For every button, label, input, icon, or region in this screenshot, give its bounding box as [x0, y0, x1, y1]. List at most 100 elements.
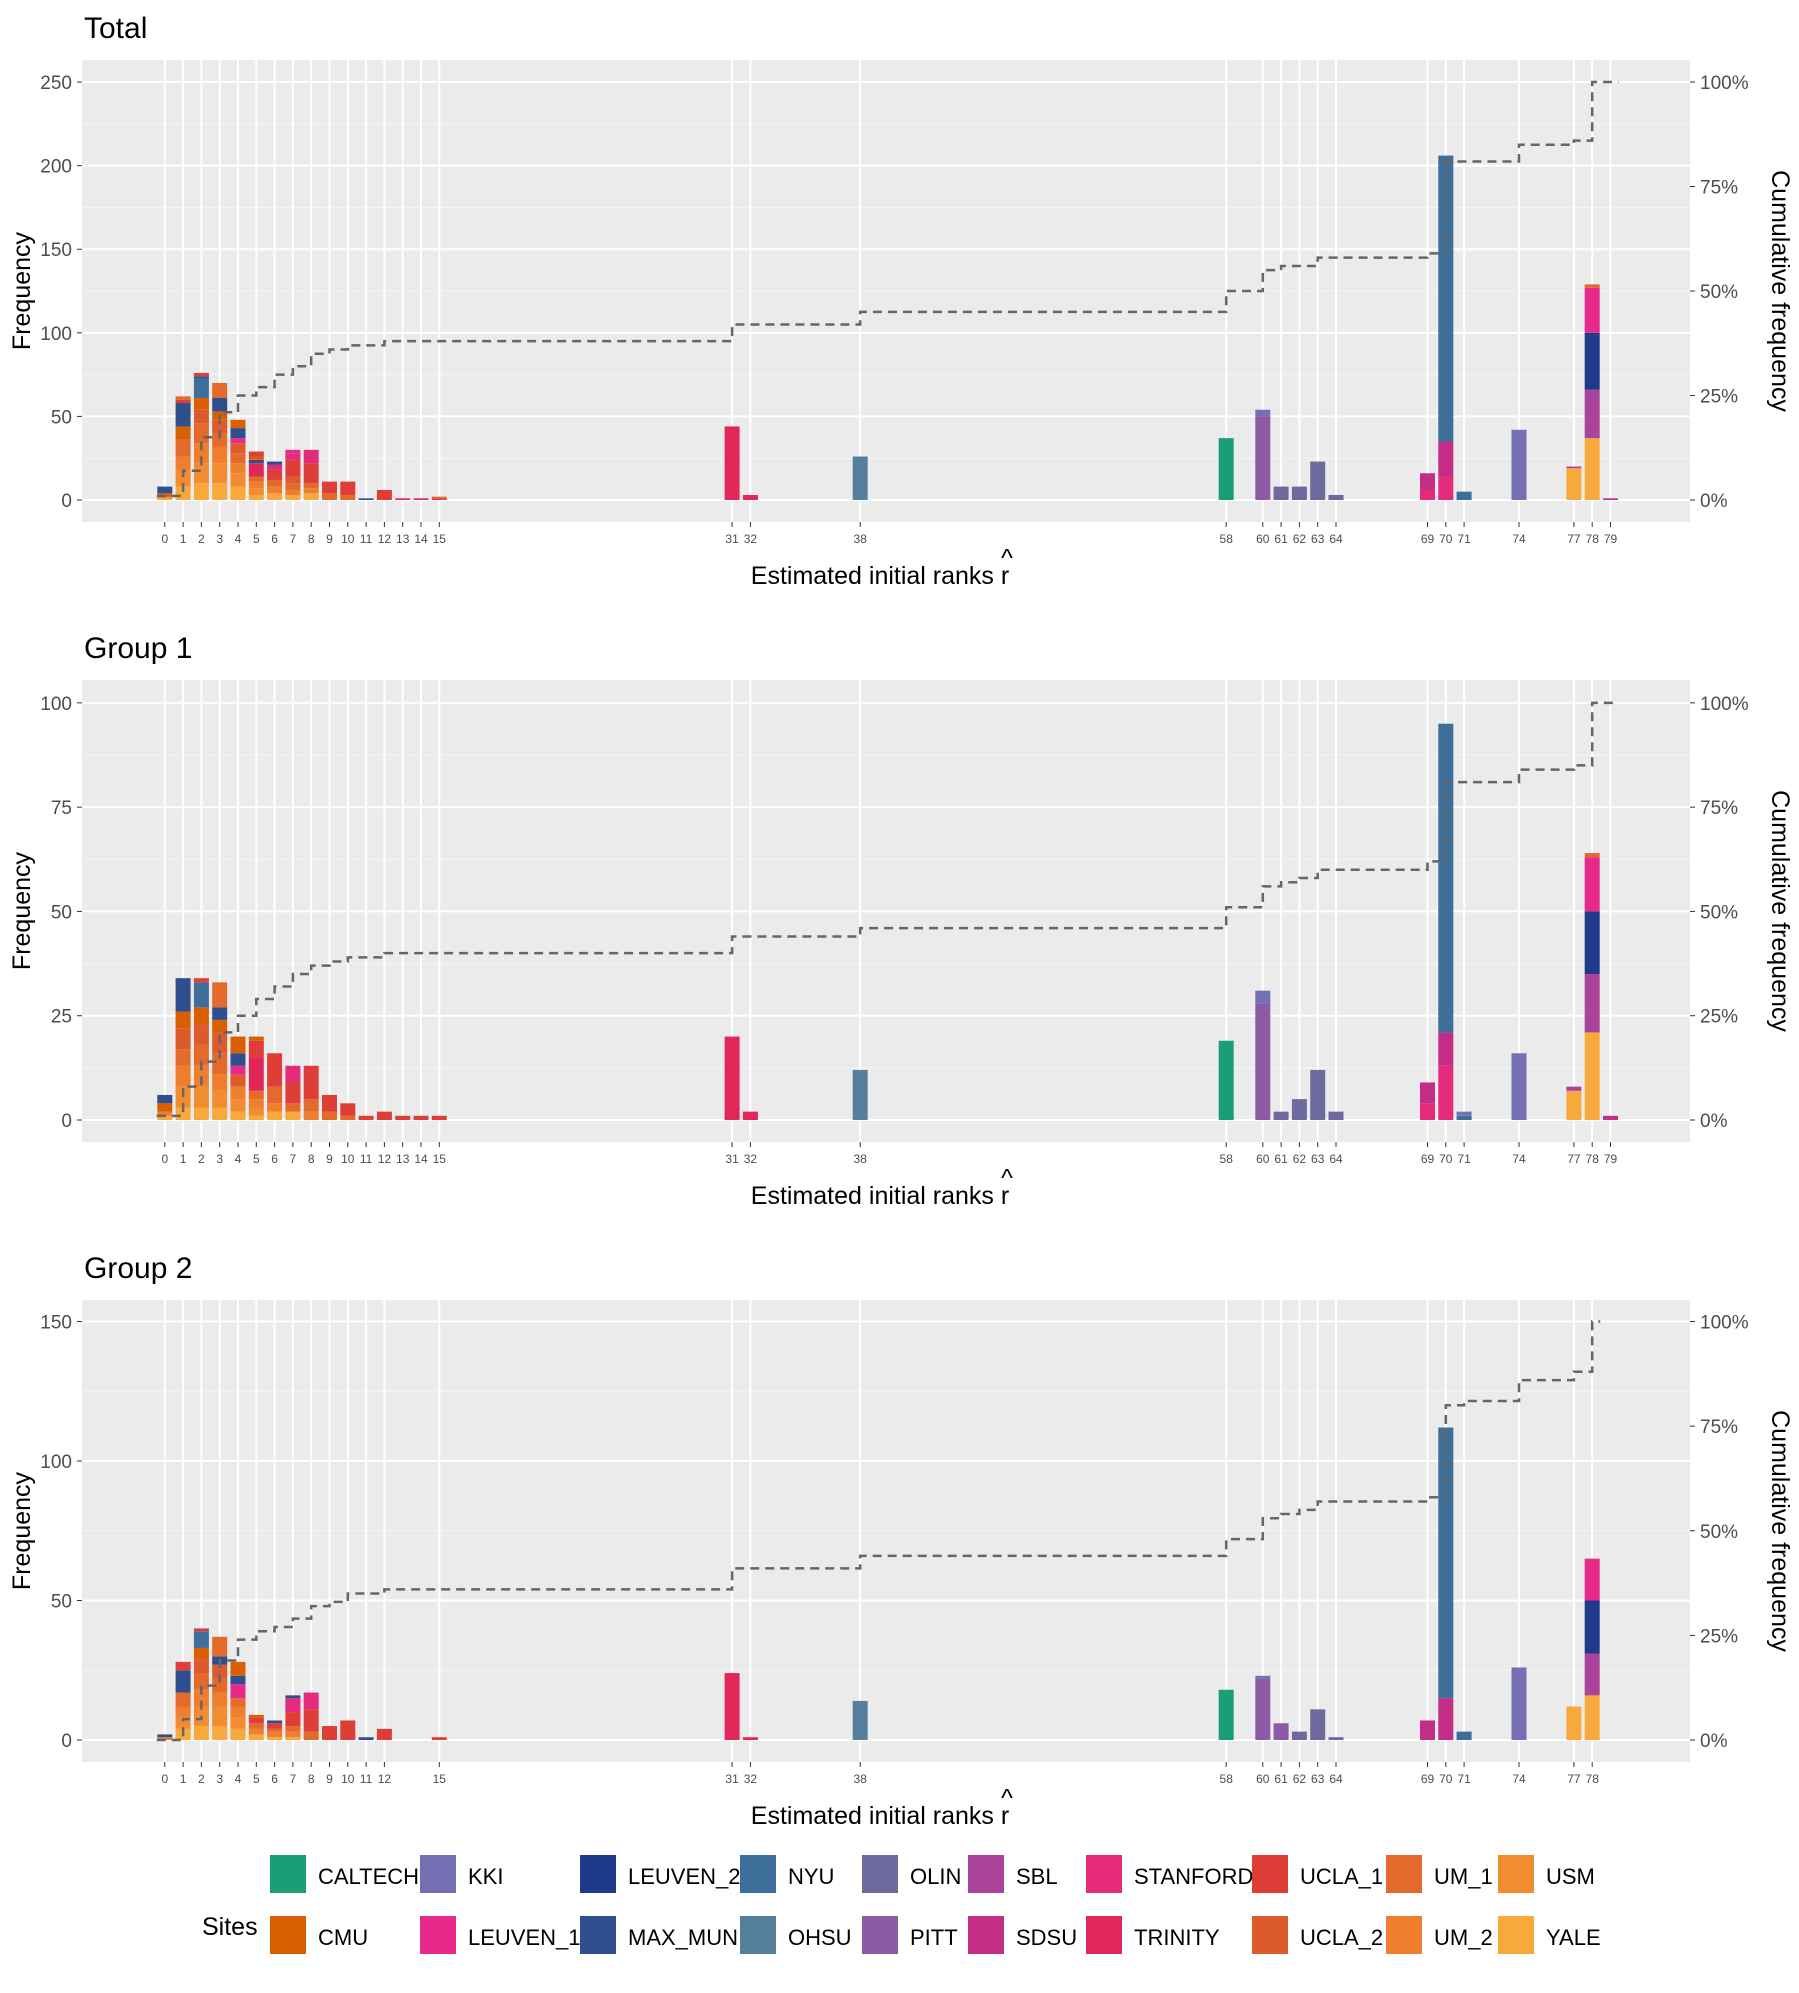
bar-segment-kki — [1511, 1667, 1527, 1740]
bar-segment-um-2 — [285, 489, 301, 495]
x-tick-label: 38 — [854, 1152, 868, 1166]
bar-segment-ucla-1 — [340, 481, 356, 495]
bar-segment-um-1 — [230, 453, 246, 464]
bar-segment-um-1 — [248, 1090, 264, 1100]
y-tick-label: 150 — [40, 1313, 72, 1334]
bar-segment-leuven-1 — [285, 449, 301, 454]
x-tick-label: 71 — [1457, 1152, 1471, 1166]
x-tick-label: 31 — [725, 1772, 739, 1786]
bar-segment-um-1 — [175, 439, 191, 457]
panel-title: Group 1 — [84, 632, 192, 665]
y-tick-label: 50 — [51, 1592, 72, 1613]
bar-segment-olin — [1273, 1111, 1289, 1120]
bar-segment-usm — [230, 1099, 246, 1112]
bar-segment-yale — [230, 1111, 246, 1120]
bar-segment-caltech — [1218, 1040, 1234, 1120]
legend-label: YALE — [1546, 1925, 1601, 1950]
bar-segment-ucla-1 — [267, 469, 283, 480]
bar-segment-um-1 — [248, 1723, 264, 1729]
bar-segment-yale — [157, 498, 173, 500]
legend-label: NYU — [788, 1864, 834, 1889]
x-tick-label: 71 — [1457, 1772, 1471, 1786]
x-axis-label-hat: ^ — [1001, 1784, 1013, 1812]
x-tick-label: 13 — [396, 532, 410, 546]
y-tick-label: 0 — [61, 1731, 72, 1752]
legend-item: UM_1 — [1386, 1855, 1493, 1893]
bar-segment-ohsu — [852, 456, 868, 500]
bar-segment-stanford — [1438, 476, 1454, 500]
bar-segment-stanford — [1420, 1103, 1435, 1120]
bar-segment-ucla-2 — [230, 1074, 246, 1087]
bar-segment-max-mun — [175, 978, 191, 1012]
legend-label: UM_2 — [1434, 1925, 1493, 1950]
x-tick-label: 78 — [1586, 532, 1600, 546]
x-tick-label: 32 — [744, 1772, 758, 1786]
bar-segment-cmu — [175, 1011, 191, 1029]
legend-label: SBL — [1016, 1864, 1058, 1889]
bar-segment-sbl — [1584, 974, 1600, 1033]
bar-segment-um-1 — [340, 494, 356, 500]
x-tick-label: 9 — [326, 1152, 333, 1166]
x-tick-label: 14 — [414, 532, 428, 546]
bar-segment-olin — [1310, 461, 1326, 500]
y-tick-label: 200 — [40, 157, 72, 178]
bar-segment-nyu — [1456, 1731, 1472, 1740]
panel-title: Total — [84, 12, 147, 45]
legend-label: KKI — [468, 1864, 503, 1889]
bar-segment-sdsu — [1420, 1082, 1435, 1104]
bar-segment-ucla-1 — [175, 1661, 191, 1671]
bar-segment-yale — [285, 1111, 301, 1120]
bar-segment-yale — [1584, 1695, 1600, 1740]
bar-segment-cmu — [230, 1036, 246, 1054]
x-tick-label: 15 — [433, 1152, 447, 1166]
legend-swatch — [968, 1855, 1004, 1893]
bar-segment-pitt — [1255, 1678, 1271, 1740]
legend-item: KKI — [420, 1855, 503, 1893]
x-tick-label: 32 — [744, 1152, 758, 1166]
bar-segment-yale — [193, 1107, 209, 1120]
bar-segment-caltech — [1218, 1689, 1234, 1740]
x-tick-label: 62 — [1293, 1152, 1307, 1166]
x-tick-label: 10 — [341, 532, 355, 546]
bar-segment-sdsu — [1420, 473, 1435, 490]
x-tick-label: 69 — [1421, 1152, 1435, 1166]
bar-segment-um-1 — [303, 1099, 319, 1112]
bar-segment-stanford — [303, 1692, 319, 1710]
x-tick-label: 62 — [1293, 532, 1307, 546]
legend-label: CMU — [318, 1925, 368, 1950]
bar-segment-trinity — [248, 1057, 264, 1091]
x-tick-label: 12 — [378, 1772, 392, 1786]
x-tick-label: 14 — [414, 1152, 428, 1166]
x-tick-label: 77 — [1567, 532, 1581, 546]
x-tick-label: 70 — [1439, 532, 1453, 546]
cumulative-line — [156, 701, 1619, 1118]
bar-segment-yale — [1566, 1706, 1582, 1740]
legend-swatch — [1252, 1916, 1288, 1954]
x-tick-label: 61 — [1274, 1152, 1288, 1166]
x-tick-label: 8 — [308, 532, 315, 546]
bar-segment-um-1 — [193, 1673, 209, 1690]
legend-item: CALTECH — [270, 1855, 419, 1893]
bar-segment-ucla-1 — [358, 1115, 374, 1120]
x-axis-label: Estimated initial ranks r — [751, 562, 1009, 590]
bar-segment-leuven-1 — [230, 1065, 246, 1075]
y2-axis-label: Cumulative frequency — [1766, 790, 1794, 1032]
bar-segment-sdsu — [1438, 1032, 1454, 1066]
y2-tick-label: 25% — [1700, 1626, 1738, 1647]
bar-segment-um-2 — [175, 1706, 191, 1718]
bar-segment-yale — [193, 1726, 209, 1740]
y2-tick-label: 25% — [1700, 387, 1738, 408]
bar-segment-ucla-1 — [267, 1723, 283, 1729]
bar-segment-ucla-2 — [212, 1664, 228, 1679]
bar-segment-cmu — [193, 398, 209, 410]
x-tick-label: 11 — [360, 1772, 373, 1786]
y2-tick-label: 0% — [1700, 1111, 1728, 1132]
bar-segment-um-2 — [193, 1065, 209, 1087]
bar-segment-usm — [212, 1706, 228, 1727]
bar-segment-um-2 — [267, 1103, 283, 1112]
x-tick-label: 15 — [433, 532, 447, 546]
legend-label: CALTECH — [318, 1864, 419, 1889]
bar-segment-um-1 — [431, 496, 447, 499]
